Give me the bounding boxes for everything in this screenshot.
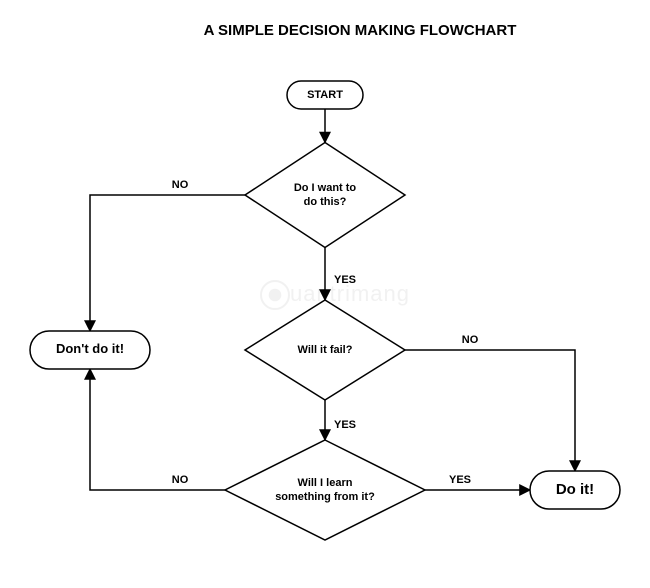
chart-title: A SIMPLE DECISION MAKING FLOWCHART (204, 22, 517, 39)
edge-label-q2-q3: YES (334, 419, 356, 431)
edge-label-q2-do: NO (462, 334, 479, 346)
edge-label-q3-dont: NO (172, 474, 189, 486)
node-q1: Do I want todo this? (245, 143, 405, 248)
node-do: Do it! (530, 471, 620, 509)
edge-label-q1-q2: YES (334, 274, 356, 286)
edge-label-q3-do: YES (449, 474, 471, 486)
node-label-do: Do it! (556, 481, 594, 498)
edge-q3-dont (90, 369, 225, 490)
flowchart-canvas: uantrimangYESYESNONONOYESSTARTDo I want … (0, 0, 650, 588)
node-label-dont: Don't do it! (56, 341, 124, 356)
node-q2: Will it fail? (245, 300, 405, 400)
node-label-q2: Will it fail? (298, 344, 353, 356)
edge-q2-do (405, 350, 575, 471)
node-dont: Don't do it! (30, 331, 150, 369)
node-label-start: START (307, 89, 343, 101)
node-start: START (287, 81, 363, 109)
edge-label-q1-dont: NO (172, 179, 189, 191)
node-q3: Will I learnsomething from it? (225, 440, 425, 540)
edge-q1-dont (90, 195, 245, 331)
